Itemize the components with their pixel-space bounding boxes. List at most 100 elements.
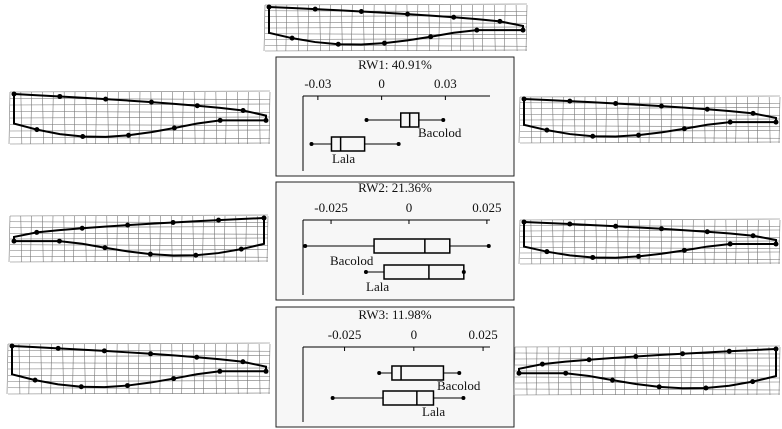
landmark bbox=[381, 40, 387, 46]
grid-stroke bbox=[778, 346, 781, 396]
grid-stroke bbox=[514, 345, 781, 348]
grid-stroke bbox=[768, 346, 771, 396]
grid-stroke bbox=[213, 215, 216, 263]
landmark bbox=[773, 241, 779, 247]
grid-stroke bbox=[268, 91, 271, 145]
landmark bbox=[474, 27, 480, 33]
x-tick-label: -0.025 bbox=[314, 200, 348, 215]
grid-stroke bbox=[450, 4, 452, 52]
grid-stroke bbox=[624, 346, 626, 396]
box bbox=[391, 365, 445, 381]
grid-stroke bbox=[7, 355, 271, 357]
panel-frame bbox=[275, 181, 515, 301]
grid-stroke bbox=[181, 343, 183, 395]
grid-stroke bbox=[514, 388, 781, 391]
grid-stroke bbox=[264, 49, 528, 52]
grid-stroke bbox=[159, 343, 162, 395]
landmark bbox=[586, 357, 592, 363]
grid-stroke bbox=[180, 215, 183, 263]
grid-stroke bbox=[519, 141, 781, 144]
grid-stroke bbox=[703, 219, 706, 265]
grid-stroke bbox=[172, 91, 174, 145]
grid-stroke bbox=[264, 15, 528, 17]
landmark bbox=[726, 348, 732, 354]
x-tick-label: -0.025 bbox=[328, 327, 362, 342]
grid-stroke bbox=[9, 237, 269, 240]
grid-stroke bbox=[519, 240, 781, 243]
grid-stroke bbox=[519, 130, 781, 132]
landmark bbox=[773, 346, 779, 352]
panel-title: RW2: 21.36% bbox=[358, 180, 432, 195]
grid-stroke bbox=[138, 91, 141, 145]
grid-stroke bbox=[182, 91, 184, 145]
grid-stroke bbox=[9, 260, 269, 263]
grid-stroke bbox=[682, 219, 684, 265]
grid-stroke bbox=[7, 342, 271, 345]
grid-stroke bbox=[7, 387, 271, 390]
landmark bbox=[544, 249, 550, 255]
grid-stroke bbox=[519, 113, 781, 116]
grid-stroke bbox=[515, 4, 518, 52]
landmark bbox=[704, 229, 710, 235]
x-tick-label: 0 bbox=[411, 327, 418, 342]
deformation-grid bbox=[263, 3, 528, 52]
landmark bbox=[263, 117, 269, 123]
grid-stroke bbox=[519, 262, 781, 265]
grid-stroke bbox=[513, 346, 516, 396]
landmark bbox=[358, 8, 364, 14]
landmark bbox=[590, 133, 596, 139]
grid-stroke bbox=[264, 21, 528, 24]
grid-stroke bbox=[9, 255, 269, 258]
grid-stroke bbox=[670, 219, 672, 265]
grid-stroke bbox=[9, 111, 271, 113]
grid-stroke bbox=[9, 116, 271, 119]
landmark bbox=[428, 34, 434, 40]
landmark bbox=[56, 238, 62, 244]
landmark bbox=[656, 384, 662, 390]
grid-stroke bbox=[703, 96, 706, 144]
landmark bbox=[563, 370, 569, 376]
deformation-grid bbox=[513, 345, 781, 396]
landmark bbox=[704, 106, 710, 112]
grid-stroke bbox=[514, 352, 781, 355]
landmark bbox=[194, 103, 200, 109]
whisker-end bbox=[396, 142, 401, 146]
landmark bbox=[11, 238, 17, 244]
landmark bbox=[681, 247, 687, 253]
grid-stroke bbox=[614, 346, 616, 396]
grid-stroke bbox=[268, 343, 271, 395]
grid-stroke bbox=[7, 362, 271, 365]
grid-stroke bbox=[519, 236, 781, 238]
landmark bbox=[544, 127, 550, 133]
landmark bbox=[727, 119, 733, 125]
grid-stroke bbox=[264, 10, 528, 13]
grid-stroke bbox=[235, 215, 238, 263]
grid-stroke bbox=[757, 96, 759, 144]
x-tick-label: 0.03 bbox=[434, 76, 457, 91]
grid-stroke bbox=[702, 346, 705, 396]
grid-stroke bbox=[203, 343, 205, 395]
grid-stroke bbox=[9, 244, 269, 247]
grid-stroke bbox=[106, 215, 109, 263]
grid-stroke bbox=[514, 393, 781, 396]
grid-stroke bbox=[9, 90, 271, 93]
landmark bbox=[750, 379, 756, 385]
landmark bbox=[216, 217, 222, 223]
grid-stroke bbox=[6, 343, 9, 395]
grid-stroke bbox=[482, 4, 484, 52]
grid-stroke bbox=[256, 215, 259, 263]
grid-stroke bbox=[646, 346, 648, 396]
whisker-end bbox=[377, 371, 382, 375]
grid-stroke bbox=[137, 343, 140, 395]
landmark bbox=[405, 11, 411, 17]
deformation-grid bbox=[8, 214, 269, 263]
landmark bbox=[34, 229, 40, 235]
grid-stroke bbox=[648, 219, 651, 265]
grid-stroke bbox=[394, 4, 397, 52]
grid-stroke bbox=[266, 215, 269, 263]
grid-stroke bbox=[215, 343, 217, 395]
grid-stroke bbox=[245, 215, 247, 263]
landmark bbox=[171, 376, 177, 382]
grid-stroke bbox=[713, 96, 716, 144]
